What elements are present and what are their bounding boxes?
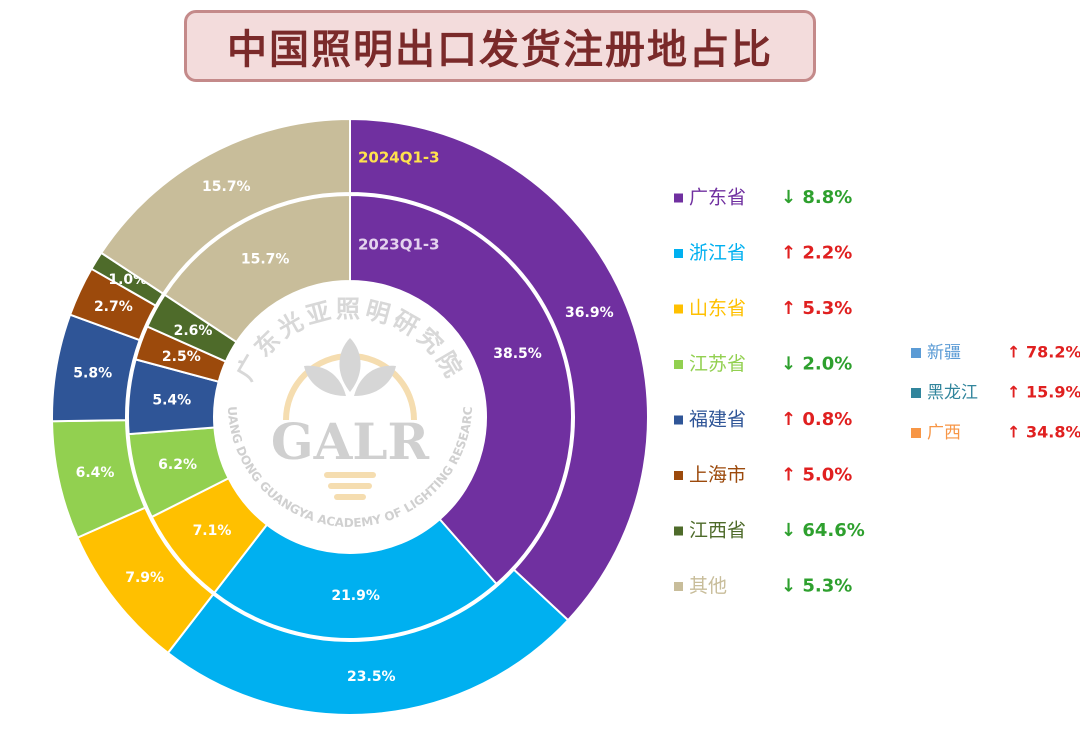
inner-ring: 38.5% 21.9% 7.1% 6.2% 5.4% 2.5% 2.6% 15.7%: [127, 193, 573, 640]
title-box: 中国照明出口发货注册地占比: [184, 10, 816, 82]
inner-slice-label-5: 2.5%: [162, 349, 201, 365]
inner-slice-label-4: 5.4%: [152, 392, 191, 408]
outer-slice-label-4: 5.8%: [73, 365, 112, 381]
legend-change-6: ↓ 64.6%: [781, 520, 865, 541]
lamp-base-icon: [324, 472, 376, 500]
leaf-icon: [304, 338, 396, 396]
legend2-swatch-1: [911, 388, 921, 398]
legend-name-6: 江西省: [689, 520, 746, 542]
inner-ring-name: 2023Q1-3: [358, 236, 440, 254]
outer-slice-7: [99, 117, 351, 296]
legend-swatch-1: [674, 249, 683, 258]
legend-name-7: 其他: [689, 575, 727, 597]
legend2-name-0: 新疆: [927, 343, 961, 363]
outer-ring: 36.9%23.5%7.9%6.4%5.8%2.7%1.0%15.7%: [51, 117, 649, 716]
inner-slice-7: [163, 193, 351, 344]
outer-slice-label-2: 7.9%: [125, 570, 164, 586]
inner-slice-label-1: 21.9%: [331, 588, 380, 604]
chart-title: 中国照明出口发货注册地占比: [227, 27, 773, 73]
legend-name-0: 广东省: [689, 187, 746, 209]
legend2-swatch-0: [911, 348, 921, 358]
outer-slice-label-7: 15.7%: [202, 179, 251, 195]
inner-slice-label-3: 6.2%: [158, 457, 197, 473]
legend-change-7: ↓ 5.3%: [781, 576, 852, 597]
outer-slice-label-5: 2.7%: [94, 299, 133, 315]
outer-slice-label-1: 23.5%: [347, 669, 396, 685]
legend-change-2: ↑ 5.3%: [781, 298, 852, 319]
legend-swatch-4: [674, 415, 683, 425]
legend2-name-2: 广西: [927, 423, 961, 443]
legend2-name-1: 黑龙江: [927, 383, 978, 403]
inner-slice-0: [349, 193, 573, 586]
inner-slice-label-2: 7.1%: [193, 523, 232, 539]
donut-hole: [216, 283, 484, 551]
legend2-change-2: ↑ 34.8%: [1007, 423, 1080, 442]
legend-name-3: 江苏省: [689, 353, 746, 375]
legend-swatch-2: [674, 304, 683, 314]
legend-name-2: 山东省: [689, 298, 746, 320]
legend-change-0: ↓ 8.8%: [781, 187, 852, 208]
legend-name-1: 浙江省: [689, 242, 746, 264]
inner-slice-1: [212, 517, 498, 640]
outer-ring-name: 2024Q1-3: [358, 149, 440, 167]
legend-swatch-3: [674, 360, 683, 369]
legend-swatch-7: [674, 582, 683, 591]
legend-secondary: 新疆 ↑ 78.2% 黑龙江 ↑ 15.9% 广西 ↑ 34.8%: [911, 343, 1080, 443]
inner-slice-label-0: 38.5%: [493, 346, 542, 362]
outer-slice-label-0: 36.9%: [565, 305, 614, 321]
outer-slice-0: [349, 117, 649, 622]
watermark-logo: GALR: [271, 412, 430, 471]
legend2-change-0: ↑ 78.2%: [1007, 343, 1080, 362]
legend: 广东省 ↓ 8.8% 浙江省 ↑ 2.2% 山东省 ↑ 5.3% 江苏省 ↓ 2.0% 福建省 ↑…: [674, 187, 865, 597]
legend2-change-1: ↑ 15.9%: [1007, 383, 1080, 402]
legend-change-5: ↑ 5.0%: [781, 465, 852, 486]
inner-slice-label-6: 2.6%: [174, 323, 213, 339]
legend-name-5: 上海市: [689, 464, 746, 486]
legend-name-4: 福建省: [689, 409, 746, 431]
legend-swatch-5: [674, 471, 683, 480]
legend-swatch-6: [674, 526, 683, 536]
outer-slice-label-3: 6.4%: [76, 465, 115, 481]
legend-change-3: ↓ 2.0%: [781, 354, 852, 375]
legend-swatch-0: [674, 193, 683, 203]
legend-change-1: ↑ 2.2%: [781, 243, 852, 264]
inner-slice-label-7: 15.7%: [241, 251, 290, 267]
legend2-swatch-2: [911, 428, 921, 438]
legend-change-4: ↑ 0.8%: [781, 409, 852, 430]
